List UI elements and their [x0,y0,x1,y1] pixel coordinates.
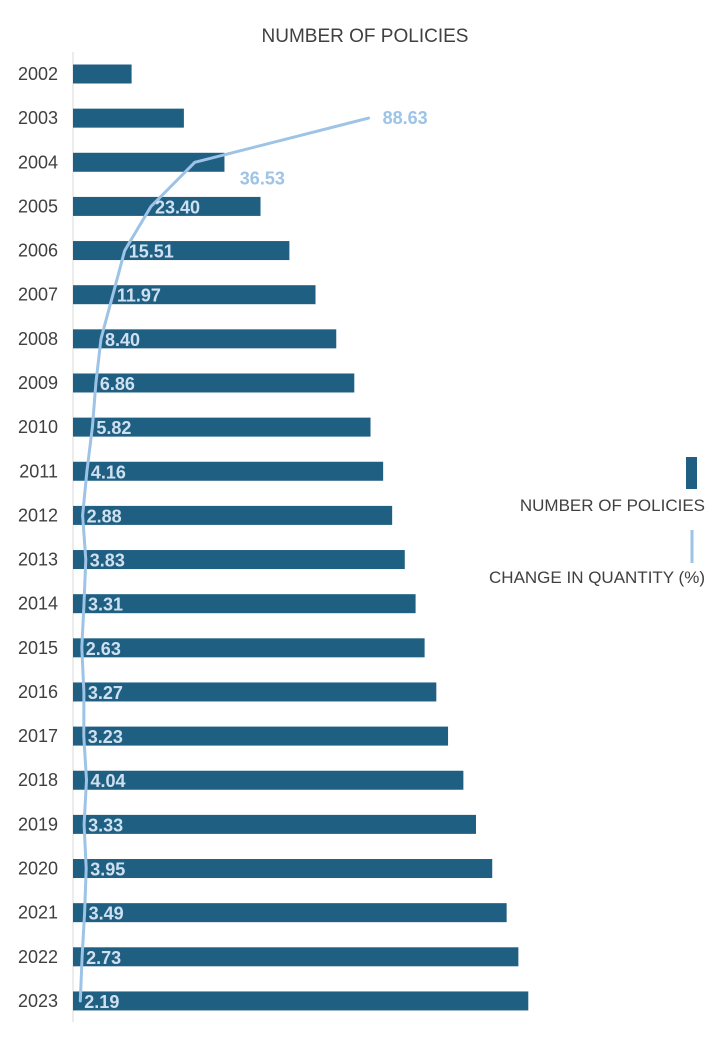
bar-2006 [73,241,290,261]
data-label-2011: 4.16 [91,462,126,482]
data-label-2023: 2.19 [84,992,119,1012]
y-tick-label-2016: 2016 [18,682,58,702]
y-tick-label-2020: 2020 [18,859,58,879]
bar-2009 [73,373,355,393]
bar-2002 [73,64,132,84]
bar-2020 [73,859,493,879]
change-line [78,116,371,1003]
y-tick-label-2017: 2017 [18,726,58,746]
bar-2019 [73,814,476,834]
data-label-2006: 15.51 [129,242,174,262]
bar-2022 [73,947,519,967]
y-tick-label-2005: 2005 [18,196,58,216]
y-tick-label-2021: 2021 [18,903,58,923]
legend-label-change: CHANGE IN QUANTITY (%) [489,568,705,587]
y-tick-label-2007: 2007 [18,285,58,305]
data-label-2007: 11.97 [117,286,161,306]
chart-title: NUMBER OF POLICIES [262,26,469,47]
y-tick-label-2014: 2014 [18,594,58,614]
data-label-2010: 5.82 [96,418,131,438]
legend-swatch-policies [686,457,697,489]
bar-2004 [73,152,225,172]
bar-2018 [73,770,464,790]
y-tick-label-2003: 2003 [18,108,58,128]
bar-2007 [73,285,316,305]
y-tick-label-2018: 2018 [18,770,58,790]
bar-2017 [73,726,449,746]
bar-2016 [73,682,437,702]
y-tick-label-2010: 2010 [18,417,58,437]
data-label-2004: 36.53 [240,168,285,188]
bar-2023 [73,991,529,1011]
data-label-2005: 23.40 [155,197,200,217]
data-label-2008: 8.40 [105,330,140,350]
bar-2014 [73,594,416,614]
bar-2015 [73,638,425,658]
y-tick-label-2012: 2012 [18,505,58,525]
bar-2005 [73,196,261,216]
y-tick-label-2011: 2011 [19,461,58,481]
bar-2003 [73,108,184,128]
y-tick-label-2023: 2023 [18,991,58,1011]
data-label-2018: 4.04 [91,771,126,791]
y-tick-label-2002: 2002 [18,64,58,84]
data-label-2003: 88.63 [383,108,428,128]
data-label-2019: 3.33 [88,815,123,835]
data-label-2009: 6.86 [100,374,135,394]
data-label-2021: 3.49 [89,904,124,924]
bar-2012 [73,505,393,525]
y-tick-label-2019: 2019 [18,814,58,834]
y-tick-label-2009: 2009 [18,373,58,393]
data-label-2014: 3.31 [88,595,123,615]
y-tick-label-2022: 2022 [18,947,58,967]
bar-2010 [73,417,371,437]
bar-2021 [73,903,507,923]
data-label-2012: 2.88 [87,506,122,526]
y-tick-label-2004: 2004 [18,152,58,172]
y-tick-label-2015: 2015 [18,638,58,658]
bar-2013 [73,550,405,570]
data-label-2015: 2.63 [86,639,121,659]
bar-2011 [73,461,384,481]
data-label-2020: 3.95 [90,860,125,880]
data-label-2016: 3.27 [88,683,123,703]
y-tick-label-2006: 2006 [18,241,58,261]
data-label-2013: 3.83 [90,551,125,571]
legend-label-policies: NUMBER OF POLICIES [520,496,705,515]
data-label-2022: 2.73 [86,948,121,968]
y-tick-label-2013: 2013 [18,550,58,570]
bar-2008 [73,329,337,349]
y-tick-label-2008: 2008 [18,329,58,349]
data-label-2017: 3.23 [88,727,123,747]
